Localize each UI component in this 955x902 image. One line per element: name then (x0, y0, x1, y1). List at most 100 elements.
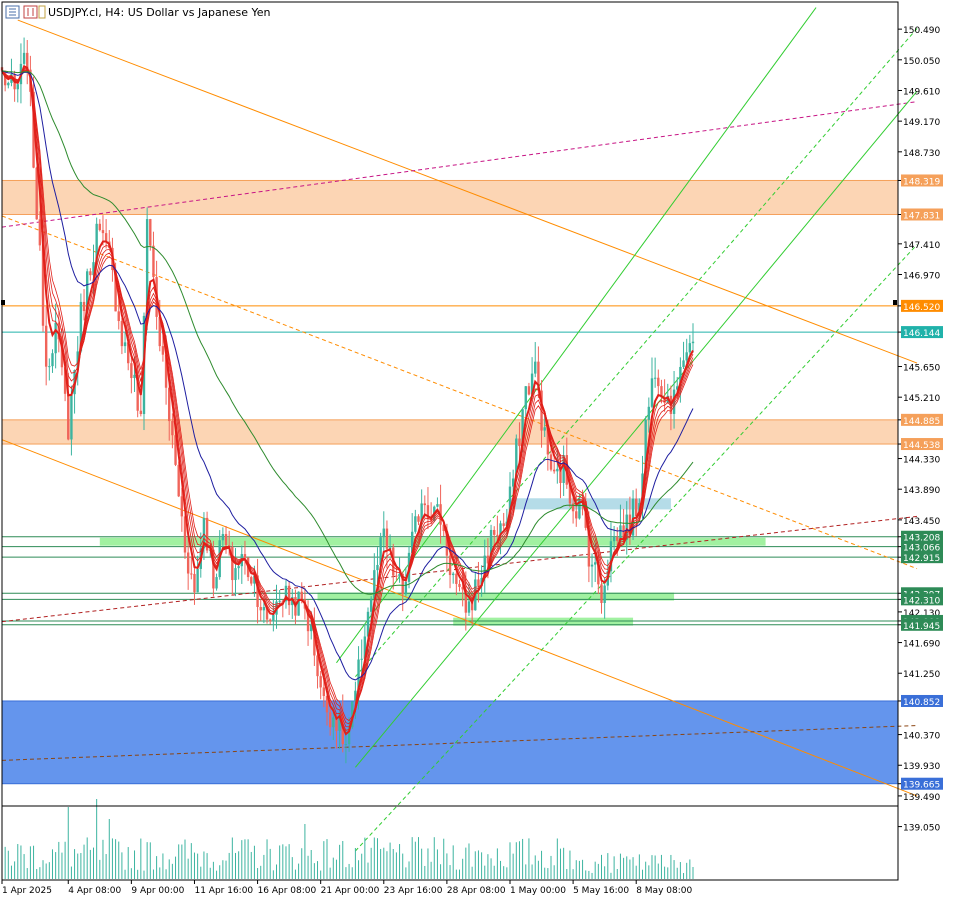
candle-body[interactable] (234, 568, 237, 581)
candle-body[interactable] (543, 427, 546, 431)
candle-body[interactable] (164, 354, 168, 388)
candle-body[interactable] (325, 695, 329, 713)
candle-body[interactable] (489, 529, 493, 564)
candle-body[interactable] (521, 409, 524, 447)
candle-body[interactable] (527, 386, 531, 395)
candle-body[interactable] (385, 528, 389, 549)
candle-body[interactable] (85, 271, 89, 312)
candle-body[interactable] (622, 525, 625, 540)
candle-body[interactable] (310, 624, 313, 632)
candle-body[interactable] (354, 690, 357, 702)
candle-body[interactable] (575, 511, 578, 519)
candle-body[interactable] (657, 377, 660, 387)
candle-body[interactable] (600, 584, 603, 604)
candle-body[interactable] (534, 361, 537, 374)
candle-body[interactable] (212, 549, 215, 589)
candle-body[interactable] (127, 342, 130, 364)
candle-body[interactable] (287, 585, 291, 606)
candle-body[interactable] (676, 386, 679, 390)
candle-body[interactable] (152, 245, 155, 278)
candle-body[interactable] (619, 525, 622, 541)
candle-body[interactable] (679, 366, 682, 387)
candle-body[interactable] (363, 636, 367, 659)
candle-body[interactable] (297, 591, 300, 616)
candle-body[interactable] (215, 577, 218, 589)
candle-body[interactable] (597, 562, 600, 585)
candle-body[interactable] (587, 527, 591, 567)
chart-candles-icon[interactable] (23, 5, 38, 19)
candle-body[interactable] (423, 503, 427, 506)
candle-body[interactable] (568, 484, 572, 504)
candle-body[interactable] (414, 516, 417, 532)
candle-body[interactable] (268, 619, 272, 622)
candle-body[interactable] (306, 608, 310, 632)
candle-body[interactable] (196, 568, 199, 593)
candle-body[interactable] (256, 575, 259, 607)
candle-body[interactable] (650, 378, 654, 407)
candle-body[interactable] (7, 82, 10, 86)
candle-body[interactable] (161, 346, 165, 355)
candle-body[interactable] (38, 219, 42, 246)
candle-body[interactable] (171, 421, 174, 436)
candle-body[interactable] (120, 321, 124, 347)
candle-body[interactable] (571, 503, 575, 512)
candle-body[interactable] (278, 600, 281, 602)
candle-body[interactable] (546, 427, 550, 455)
candle-body[interactable] (448, 555, 452, 576)
candle-body[interactable] (540, 390, 543, 431)
candle-body[interactable] (612, 537, 616, 542)
candle-body[interactable] (382, 528, 385, 538)
candle-body[interactable] (344, 744, 348, 746)
candle-body[interactable] (319, 676, 322, 688)
candle-body[interactable] (685, 352, 688, 361)
candle-body[interactable] (351, 701, 354, 728)
candle-body[interactable] (398, 573, 401, 577)
candle-body[interactable] (578, 498, 581, 519)
candle-body[interactable] (177, 464, 180, 497)
candle-body[interactable] (499, 523, 502, 536)
candle-body[interactable] (95, 223, 98, 263)
candle-body[interactable] (477, 579, 480, 587)
candle-body[interactable] (250, 577, 253, 584)
candle-body[interactable] (237, 566, 240, 569)
candle-body[interactable] (366, 611, 370, 637)
candle-body[interactable] (631, 498, 635, 536)
candle-body[interactable] (281, 600, 285, 602)
candle-body[interactable] (609, 541, 613, 572)
candle-body[interactable] (180, 496, 184, 517)
candle-body[interactable] (493, 529, 496, 535)
candle-body[interactable] (379, 537, 382, 565)
candle-body[interactable] (190, 573, 193, 575)
candle-body[interactable] (186, 552, 190, 574)
candle-body[interactable] (401, 573, 404, 595)
candle-body[interactable] (445, 531, 449, 556)
candle-body[interactable] (101, 230, 105, 234)
candle-body[interactable] (452, 573, 455, 576)
candle-body[interactable] (455, 573, 458, 584)
candle-body[interactable] (496, 534, 499, 536)
candle-body[interactable] (158, 316, 161, 347)
candle-body[interactable] (357, 659, 360, 691)
candle-body[interactable] (467, 601, 471, 613)
candle-body[interactable] (76, 351, 79, 371)
candle-body[interactable] (486, 555, 490, 564)
candle-body[interactable] (502, 523, 505, 526)
candle-body[interactable] (243, 554, 247, 558)
candle-body[interactable] (442, 524, 445, 532)
candle-body[interactable] (133, 374, 136, 379)
candle-body[interactable] (322, 687, 326, 696)
candle-body[interactable] (562, 455, 565, 483)
candle-body[interactable] (168, 387, 171, 422)
candle-body[interactable] (593, 562, 597, 565)
candle-body[interactable] (625, 514, 628, 540)
candle-body[interactable] (388, 547, 392, 549)
candle-body[interactable] (221, 534, 225, 541)
candle-body[interactable] (16, 84, 19, 90)
candle-body[interactable] (32, 91, 35, 168)
candle-body[interactable] (360, 658, 363, 660)
candle-body[interactable] (67, 393, 70, 440)
candle-body[interactable] (347, 727, 351, 745)
candle-body[interactable] (149, 219, 152, 246)
candle-body[interactable] (369, 598, 373, 612)
candle-body[interactable] (429, 518, 433, 521)
